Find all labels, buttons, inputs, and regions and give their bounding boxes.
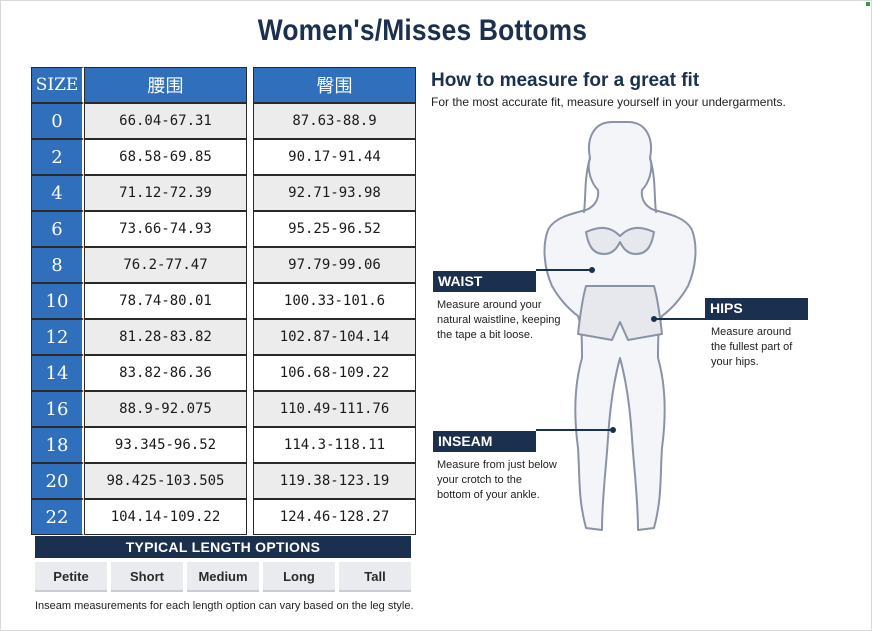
body-outline [543,121,697,531]
table-row: 2 68.58-69.85 90.17-91.44 [31,139,416,175]
waist-cell: 68.58-69.85 [84,139,247,175]
hips-label: HIPS [705,298,808,319]
table-row: 4 71.12-72.39 92.71-93.98 [31,175,416,211]
size-cell: 16 [31,391,84,427]
table-row: 22 104.14-109.22 124.46-128.27 [31,499,416,535]
length-option-petite: Petite [35,562,107,592]
inseam-marker-dot [610,427,616,433]
size-header: SIZE [31,67,84,103]
length-option-tall: Tall [339,562,411,592]
size-cell: 14 [31,355,84,391]
size-cell: 18 [31,427,84,463]
hip-cell: 100.33-101.6 [253,283,416,319]
hip-cell: 87.63-88.9 [253,103,416,139]
size-cell: 6 [31,211,84,247]
size-cell: 8 [31,247,84,283]
size-cell: 4 [31,175,84,211]
column-gap [247,427,253,463]
length-option-medium: Medium [187,562,259,592]
column-gap [247,499,253,535]
inseam-leader-line [536,429,614,431]
corner-mark [866,2,870,6]
table-row: 20 98.425-103.505 119.38-123.19 [31,463,416,499]
size-cell: 12 [31,319,84,355]
inseam-label: INSEAM [433,431,536,452]
waist-description: Measure around your natural waistline, k… [437,299,561,341]
column-gap [247,67,253,103]
length-options-header: TYPICAL LENGTH OPTIONS [35,536,411,558]
table-row: 8 76.2-77.47 97.79-99.06 [31,247,416,283]
hip-cell: 95.25-96.52 [253,211,416,247]
measure-subtitle: For the most accurate fit, measure yours… [431,95,786,109]
table-row: 14 83.82-86.36 106.68-109.22 [31,355,416,391]
column-gap [247,211,253,247]
waist-cell: 98.425-103.505 [84,463,247,499]
column-gap [247,283,253,319]
length-option-short: Short [111,562,183,592]
column-gap [247,319,253,355]
table-row: 18 93.345-96.52 114.3-118.11 [31,427,416,463]
waist-header: 腰围 [84,67,247,103]
size-cell: 20 [31,463,84,499]
hip-cell: 97.79-99.06 [253,247,416,283]
table-row: 12 81.28-83.82 102.87-104.14 [31,319,416,355]
measure-title: How to measure for a great fit [431,70,700,91]
hip-cell: 110.49-111.76 [253,391,416,427]
body-figure-illustration [543,121,697,531]
hip-cell: 114.3-118.11 [253,427,416,463]
table-row: 6 73.66-74.93 95.25-96.52 [31,211,416,247]
hair-outline [583,157,657,213]
inseam-description: Measure from just below your crotch to t… [437,459,557,501]
column-gap [247,391,253,427]
page-title: Women's/Misses Bottoms [257,14,588,47]
hip-cell: 119.38-123.19 [253,463,416,499]
length-options-row: Petite Short Medium Long Tall [35,562,411,592]
size-cell: 10 [31,283,84,319]
column-gap [247,103,253,139]
waist-cell: 73.66-74.93 [84,211,247,247]
bra-outline [585,226,655,255]
waist-leader-line [536,269,592,271]
waist-marker-dot [589,267,595,273]
waist-cell: 88.9-92.075 [84,391,247,427]
length-note: Inseam measurements for each length opti… [35,600,414,612]
column-gap [247,175,253,211]
hip-header: 臀围 [253,67,416,103]
shorts-outline [577,285,663,341]
waist-cell: 78.74-80.01 [84,283,247,319]
size-cell: 0 [31,103,84,139]
table-row: 10 78.74-80.01 100.33-101.6 [31,283,416,319]
column-gap [247,463,253,499]
hip-cell: 102.87-104.14 [253,319,416,355]
hip-cell: 124.46-128.27 [253,499,416,535]
hip-cell: 106.68-109.22 [253,355,416,391]
waist-cell: 76.2-77.47 [84,247,247,283]
column-gap [247,139,253,175]
waist-cell: 93.345-96.52 [84,427,247,463]
hips-marker-dot [651,316,657,322]
column-gap [247,355,253,391]
hips-leader-line [654,318,808,320]
length-option-long: Long [263,562,335,592]
table-header-row: SIZE 腰围 臀围 [31,67,416,103]
table-row: 16 88.9-92.075 110.49-111.76 [31,391,416,427]
waist-cell: 83.82-86.36 [84,355,247,391]
hip-cell: 90.17-91.44 [253,139,416,175]
size-chart-table: SIZE 腰围 臀围 0 66.04-67.31 87.63-88.9 2 68.58-… [31,67,416,535]
column-gap [247,247,253,283]
size-cell: 2 [31,139,84,175]
waist-cell: 71.12-72.39 [84,175,247,211]
waist-label: WAIST [433,271,536,292]
table-row: 0 66.04-67.31 87.63-88.9 [31,103,416,139]
waist-cell: 66.04-67.31 [84,103,247,139]
waist-cell: 104.14-109.22 [84,499,247,535]
waist-cell: 81.28-83.82 [84,319,247,355]
hips-description: Measure around the fullest part of your … [711,326,793,368]
hip-cell: 92.71-93.98 [253,175,416,211]
size-cell: 22 [31,499,84,535]
